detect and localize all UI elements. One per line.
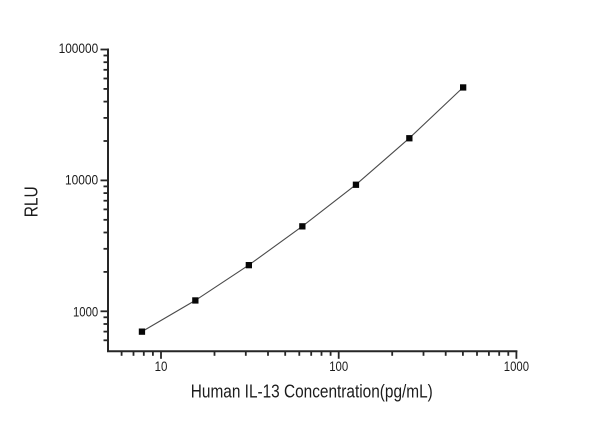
svg-text:100: 100 — [329, 358, 348, 374]
svg-text:1000: 1000 — [504, 358, 529, 374]
svg-text:100000: 100000 — [59, 40, 99, 56]
svg-text:10000: 10000 — [65, 171, 98, 187]
svg-text:RLU: RLU — [20, 186, 41, 217]
svg-text:1000: 1000 — [73, 303, 98, 319]
svg-text:Human IL-13 Concentration(pg/m: Human IL-13 Concentration(pg/mL) — [191, 380, 433, 401]
svg-text:10: 10 — [155, 358, 168, 374]
